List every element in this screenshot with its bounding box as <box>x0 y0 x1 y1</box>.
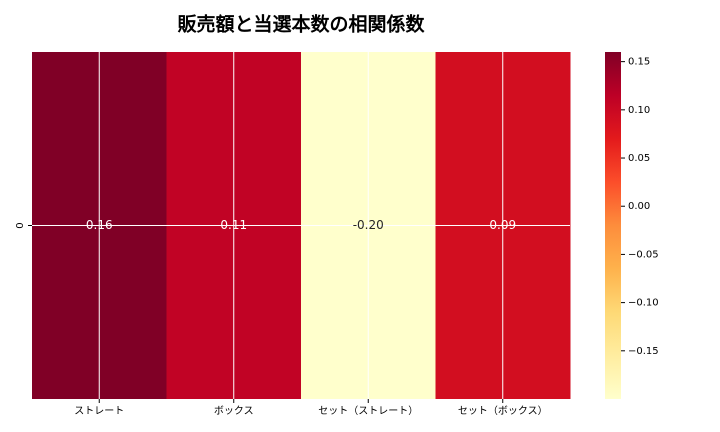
x-tick-label: ストレート <box>74 406 124 417</box>
x-tick-label: ボックス <box>214 405 254 417</box>
chart-title: 販売額と当選本数の相関係数 <box>177 13 425 36</box>
x-tick-label: セット（ストレート） <box>318 405 418 417</box>
cell-label: -0.20 <box>353 218 384 232</box>
cell-label: 0.09 <box>489 218 516 232</box>
colorbar-tick-label: 0.15 <box>628 57 650 68</box>
x-tick-label: セット（ボックス） <box>458 405 548 417</box>
colorbar-tick-label: −0.10 <box>628 298 659 309</box>
cell-label: 0.16 <box>86 218 113 232</box>
colorbar-tick-label: 0.00 <box>628 201 650 212</box>
colorbar-tick-label: −0.15 <box>628 346 659 357</box>
colorbar <box>605 52 621 399</box>
colorbar-tick-label: 0.10 <box>628 105 650 116</box>
y-tick-label: 0 <box>15 222 26 228</box>
colorbar-tick-label: −0.05 <box>628 249 659 260</box>
colorbar-tick-label: 0.05 <box>628 153 650 164</box>
cell-label: 0.11 <box>220 218 247 232</box>
